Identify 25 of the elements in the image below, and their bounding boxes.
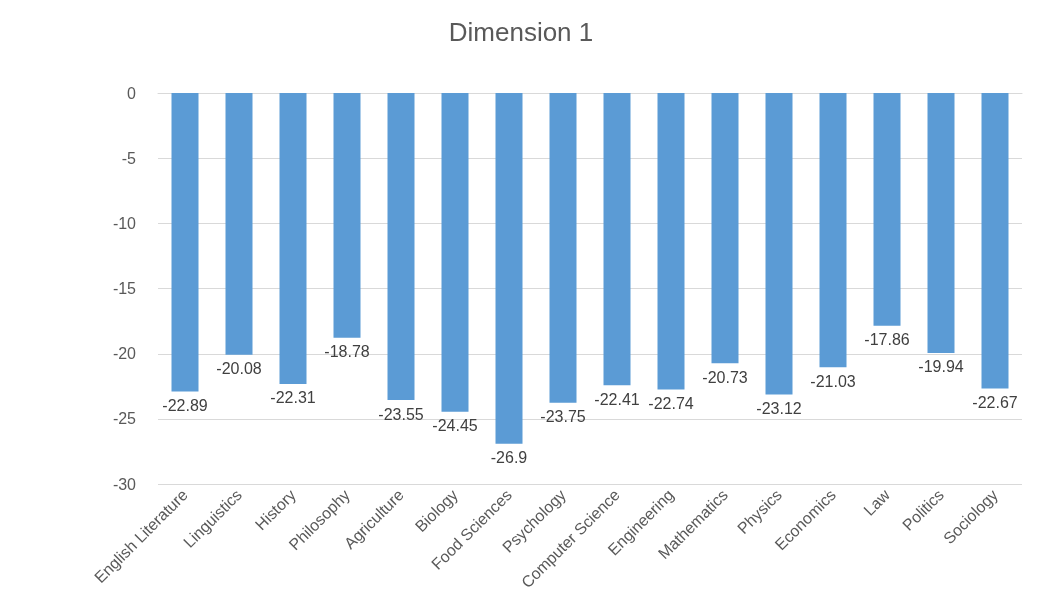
data-label: -20.73 [702,368,748,386]
data-label: -23.75 [540,408,586,426]
y-tick-label: -30 [112,475,137,493]
data-label: -22.31 [270,389,316,407]
y-tick-label: -10 [112,214,137,232]
data-label: -24.45 [432,417,478,435]
y-tick-label: -20 [112,345,137,363]
data-label: -22.41 [594,390,640,408]
x-tick-label: Law [860,485,894,519]
data-label: -22.67 [972,394,1018,412]
data-label: -26.9 [490,449,528,467]
y-tick-label: -5 [121,149,137,167]
data-label: -22.74 [648,395,694,412]
data-label: -23.12 [756,399,802,417]
data-label: -20.08 [216,360,262,378]
data-label: -22.89 [162,396,208,414]
y-tick-label: -15 [112,280,137,298]
data-label: -21.03 [810,372,856,390]
data-label: -18.78 [324,343,370,361]
data-label: -17.86 [864,331,910,349]
data-label: -23.55 [378,405,424,423]
chart-title: Dimension 1 [448,17,594,47]
y-tick-label: 0 [127,84,137,102]
y-tick-label: -25 [112,410,137,428]
data-label: -19.94 [918,358,964,376]
